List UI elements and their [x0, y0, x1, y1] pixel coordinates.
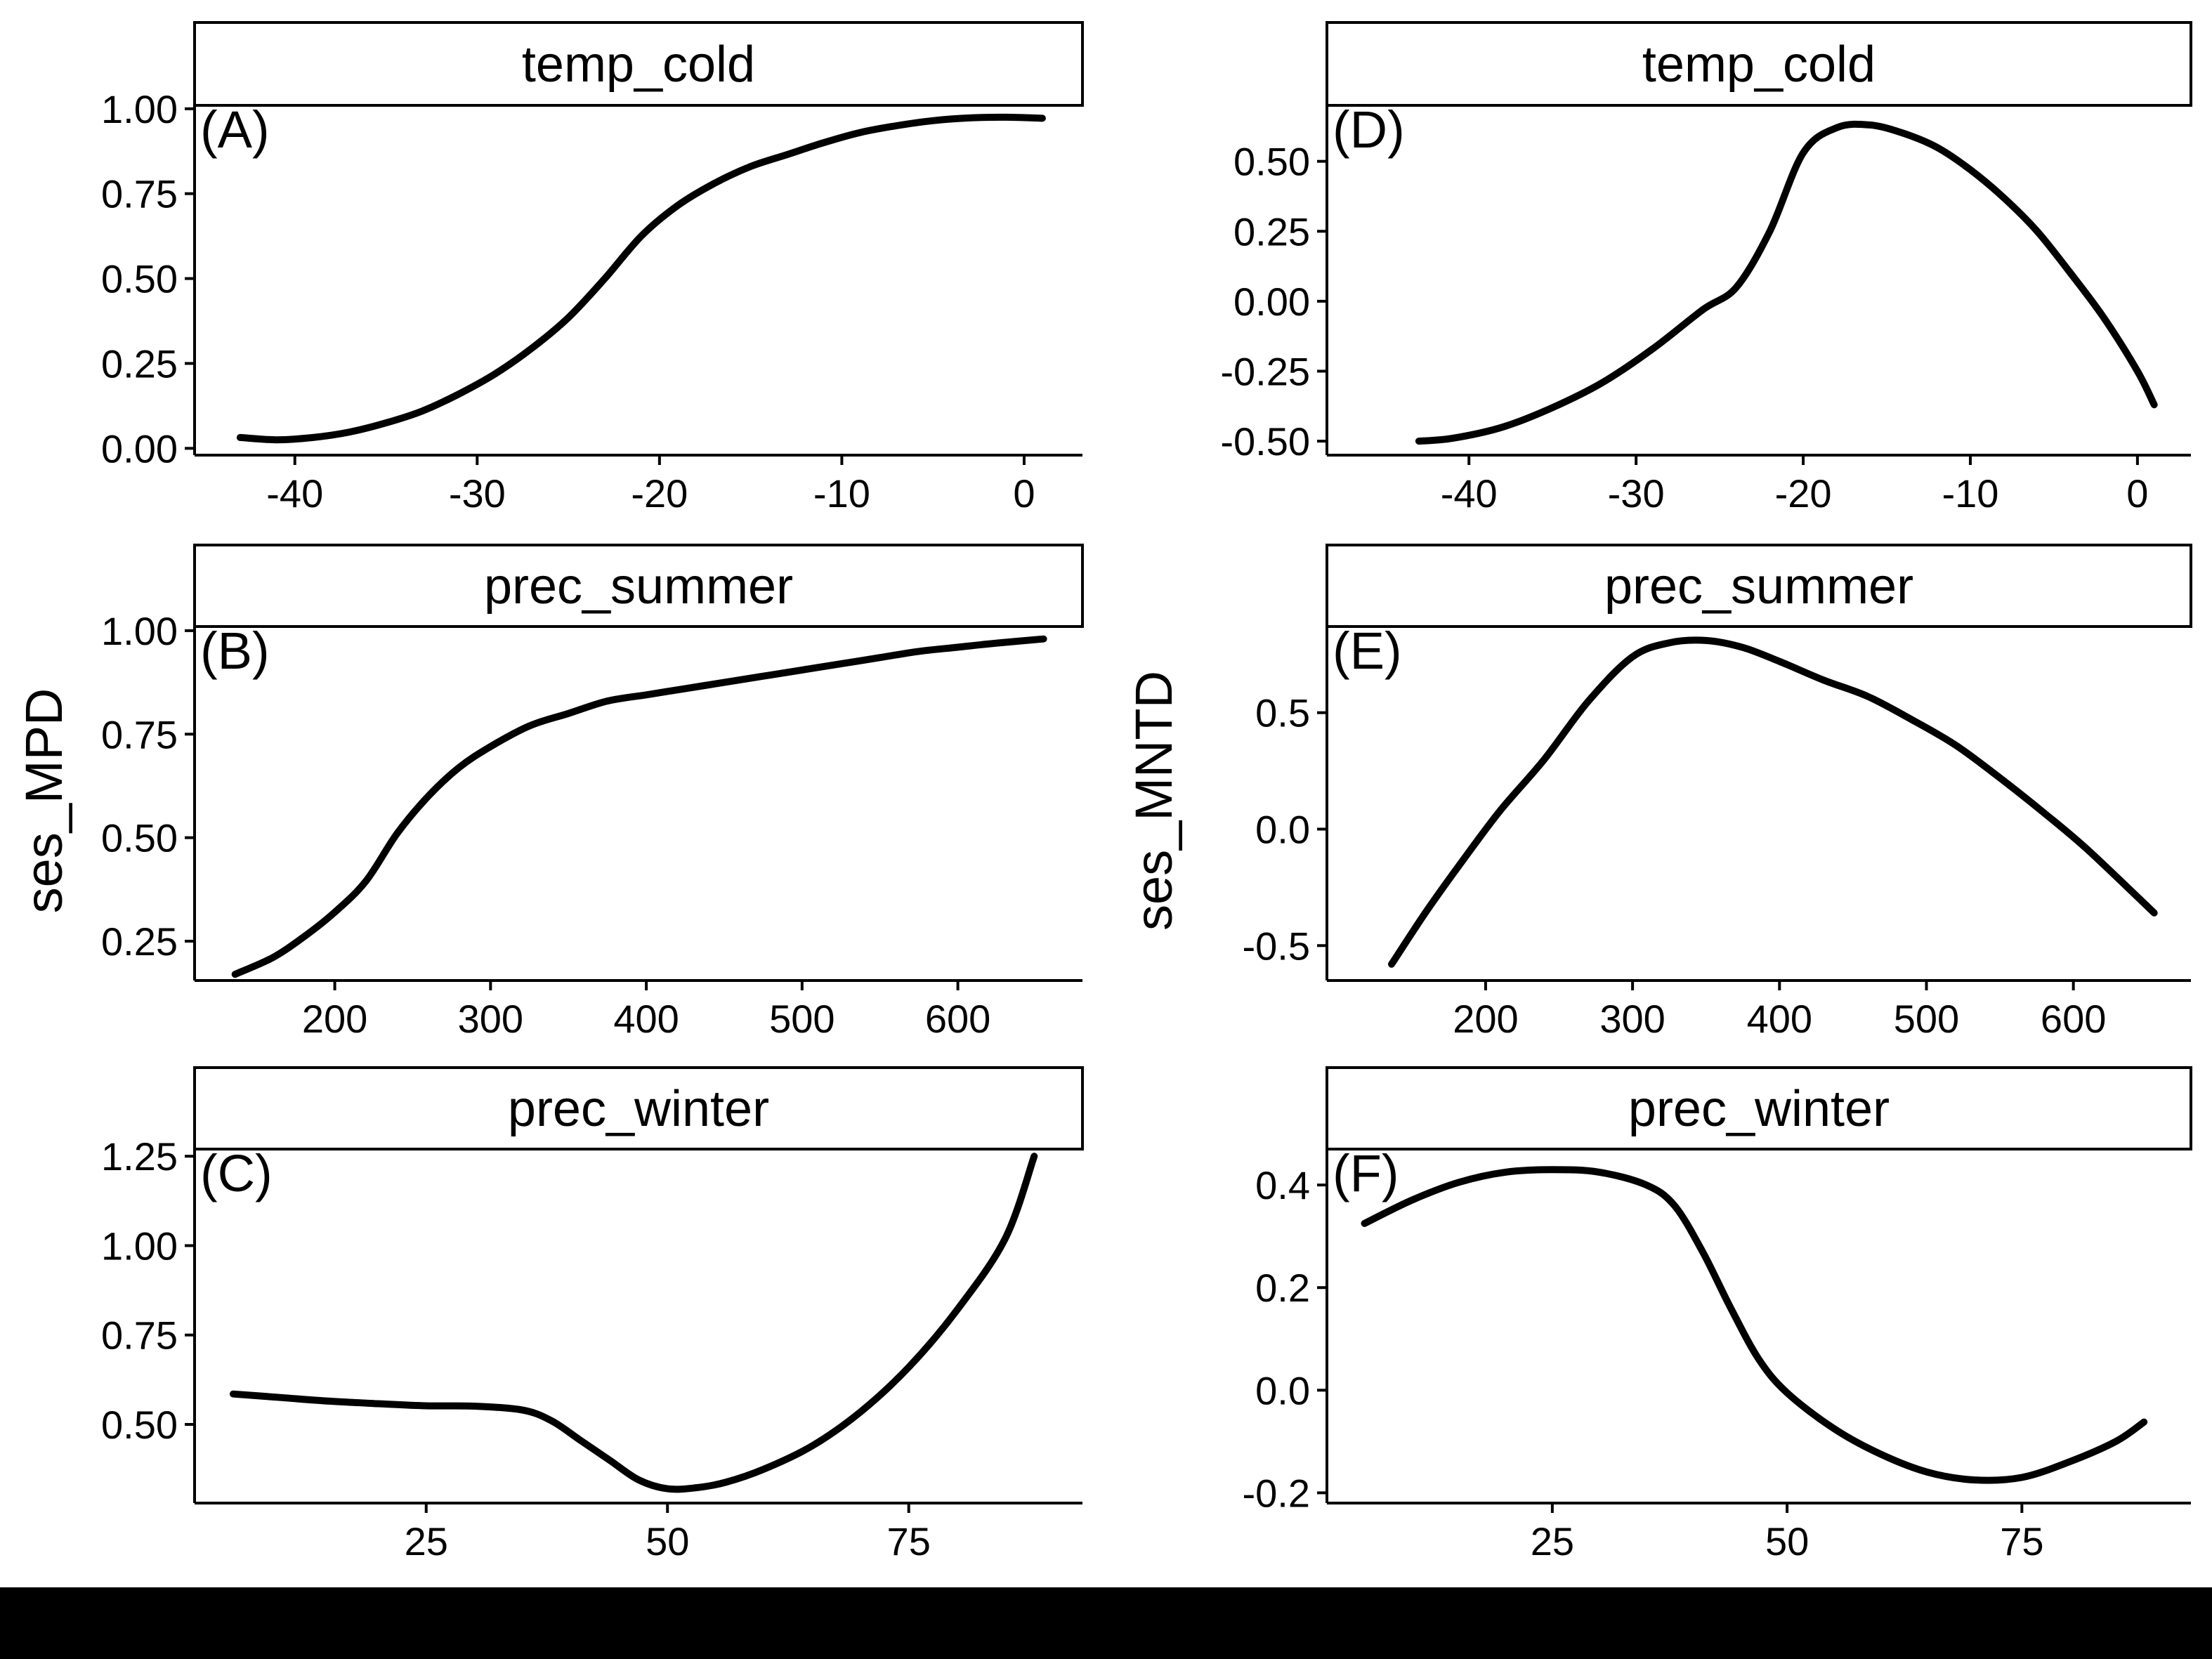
series-line [1361, 1166, 2148, 1484]
x-tick-label: -30 [1608, 471, 1665, 516]
x-tick-label: 300 [458, 997, 523, 1041]
y-tick-label: 0.25 [101, 341, 178, 386]
x-tick-label: 600 [925, 997, 990, 1041]
strip-box [1326, 1066, 2192, 1150]
y-tick-label: 1.00 [101, 1224, 178, 1268]
y-tick-label: 0.75 [101, 172, 178, 216]
y-axis-label-right: ses_MNTD [1125, 671, 1183, 931]
y-tick-label: 1.25 [101, 1134, 178, 1179]
x-tick-label: 400 [613, 997, 679, 1041]
series-line [1415, 120, 2158, 445]
x-tick-label: -10 [1942, 471, 1998, 516]
strip-box [193, 21, 1084, 107]
y-tick-label: 0.75 [101, 712, 178, 756]
y-tick-label: 0.00 [1233, 280, 1310, 324]
strip-box [1326, 21, 2192, 107]
strip-label: prec_winter [1628, 1081, 1890, 1137]
panel-tag: (C) [200, 1144, 273, 1202]
strip-label: temp_cold [1642, 37, 1876, 93]
strip-box [1326, 544, 2192, 628]
x-tick-label: -30 [449, 471, 506, 516]
bottom-black-bar [0, 1587, 2212, 1659]
x-tick-label: 0 [2126, 471, 2148, 516]
panel-tag: (A) [200, 100, 270, 159]
strip-box [193, 1066, 1084, 1150]
series-line [230, 1153, 1038, 1493]
panel-1: prec_summer 200 300 400 500 600 0.25 0.50 0.75 1.… [101, 544, 1084, 1041]
panel-2: prec_winter 25 50 75 0.50 0.75 1.00 1.25 (C) [101, 1066, 1084, 1563]
x-tick-label: 500 [1894, 997, 1959, 1041]
panel-tag: (D) [1333, 100, 1405, 159]
y-tick-label: 0.0 [1255, 1368, 1310, 1412]
y-tick-label: 0.4 [1255, 1163, 1310, 1207]
x-tick-label: 400 [1747, 997, 1812, 1041]
y-tick-label: 0.00 [101, 426, 178, 471]
y-tick-label: -0.50 [1220, 419, 1310, 464]
series-line [236, 113, 1046, 444]
y-tick-label: 0.50 [101, 1403, 178, 1447]
x-tick-label: 25 [1531, 1519, 1574, 1563]
y-tick-label: 0.75 [101, 1313, 178, 1358]
strip-label: prec_summer [484, 558, 793, 615]
y-tick-label: 0.5 [1255, 691, 1310, 735]
strip-label: prec_winter [508, 1081, 769, 1137]
y-tick-label: 0.25 [101, 919, 178, 964]
x-tick-label: 600 [2041, 997, 2106, 1041]
panel-tag: (F) [1333, 1144, 1399, 1202]
x-tick-label: -40 [266, 471, 323, 516]
facet-panels: temp_cold-40 -30 -20 -10 00.000.250.500.751.… [101, 21, 2192, 1563]
x-tick-label: 50 [1765, 1519, 1809, 1563]
panel-tag: (B) [200, 622, 270, 680]
strip-box [193, 544, 1084, 628]
x-tick-label: 200 [302, 997, 367, 1041]
y-tick-label: -0.5 [1243, 924, 1311, 968]
series-line [231, 635, 1047, 978]
x-tick-label: -20 [1775, 471, 1832, 516]
strip-label: prec_summer [1604, 558, 1913, 615]
y-tick-label: 0.50 [1233, 140, 1310, 184]
x-tick-label: 500 [769, 997, 835, 1041]
y-axis-label-left: ses_MPD [15, 688, 73, 914]
x-tick-label: 0 [1013, 471, 1035, 516]
y-tick-label: 0.50 [101, 257, 178, 301]
x-tick-label: -40 [1441, 471, 1498, 516]
y-tick-label: 0.0 [1255, 807, 1310, 851]
x-tick-label: 25 [405, 1519, 448, 1563]
panel-3: temp_cold -40 -30 -20 -10 0 -0.50 -0.25 0.00 0.25… [1220, 21, 2192, 516]
y-tick-label: -0.2 [1243, 1471, 1311, 1515]
y-tick-label: 0.2 [1255, 1266, 1310, 1310]
x-tick-label: 50 [646, 1519, 689, 1563]
x-tick-label: 200 [1453, 997, 1518, 1041]
panel-4: prec_summer 200 300 400 500 600 -0.5 0.0 0.5 (E) [1243, 544, 2192, 1041]
panel-5: prec_winter 25 50 75 -0.2 0.0 0.2 0.4 (F) [1243, 1066, 2192, 1563]
y-tick-label: -0.25 [1220, 349, 1310, 393]
panel-tag: (E) [1333, 622, 1402, 680]
x-tick-label: 75 [887, 1519, 931, 1563]
panel-0: temp_cold -40 -30 -20 -10 0 0.00 0.25 0.50 0.75 1.… [101, 21, 1084, 516]
x-tick-label: 75 [2000, 1519, 2043, 1563]
x-tick-label: -20 [631, 471, 688, 516]
x-tick-label: -10 [813, 471, 870, 516]
y-tick-label: 1.00 [101, 87, 178, 131]
strip-label: temp_cold [522, 37, 755, 93]
y-tick-label: 0.25 [1233, 209, 1310, 254]
x-tick-label: 300 [1599, 997, 1665, 1041]
series-line [1388, 636, 2158, 968]
y-tick-label: 1.00 [101, 609, 178, 653]
y-tick-label: 0.50 [101, 816, 178, 860]
